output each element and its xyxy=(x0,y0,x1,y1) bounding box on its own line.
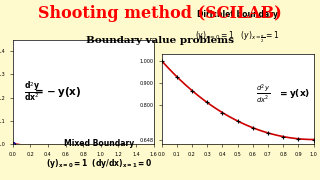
Text: Dirichlet boundary: Dirichlet boundary xyxy=(197,10,278,19)
Text: $\mathbf{= y(x)}$: $\mathbf{= y(x)}$ xyxy=(278,87,310,100)
Text: $\mathbf{=-y(x)}$: $\mathbf{=-y(x)}$ xyxy=(32,85,82,99)
Text: $\mathbf{(y)_{x=0}=1 \ \ (dy/dx)_{x=1}=0}$: $\mathbf{(y)_{x=0}=1 \ \ (dy/dx)_{x=1}=0… xyxy=(46,157,152,170)
Text: Shooting method (SCILAB): Shooting method (SCILAB) xyxy=(38,5,282,22)
Text: $\frac{d^2y}{dx^2}$: $\frac{d^2y}{dx^2}$ xyxy=(256,82,270,105)
Text: Mixed Boundary: Mixed Boundary xyxy=(64,140,134,148)
Text: Boundary value problems: Boundary value problems xyxy=(86,36,234,45)
Text: $\frac{\mathbf{d}^2\mathbf{y}}{\mathbf{dx}^2}$: $\frac{\mathbf{d}^2\mathbf{y}}{\mathbf{d… xyxy=(24,80,40,103)
Text: $(y)_{x=0}=1 \ \ \ (y)_{x=\frac{\pi}{2}}=1$: $(y)_{x=0}=1 \ \ \ (y)_{x=\frac{\pi}{2}}… xyxy=(195,30,280,45)
